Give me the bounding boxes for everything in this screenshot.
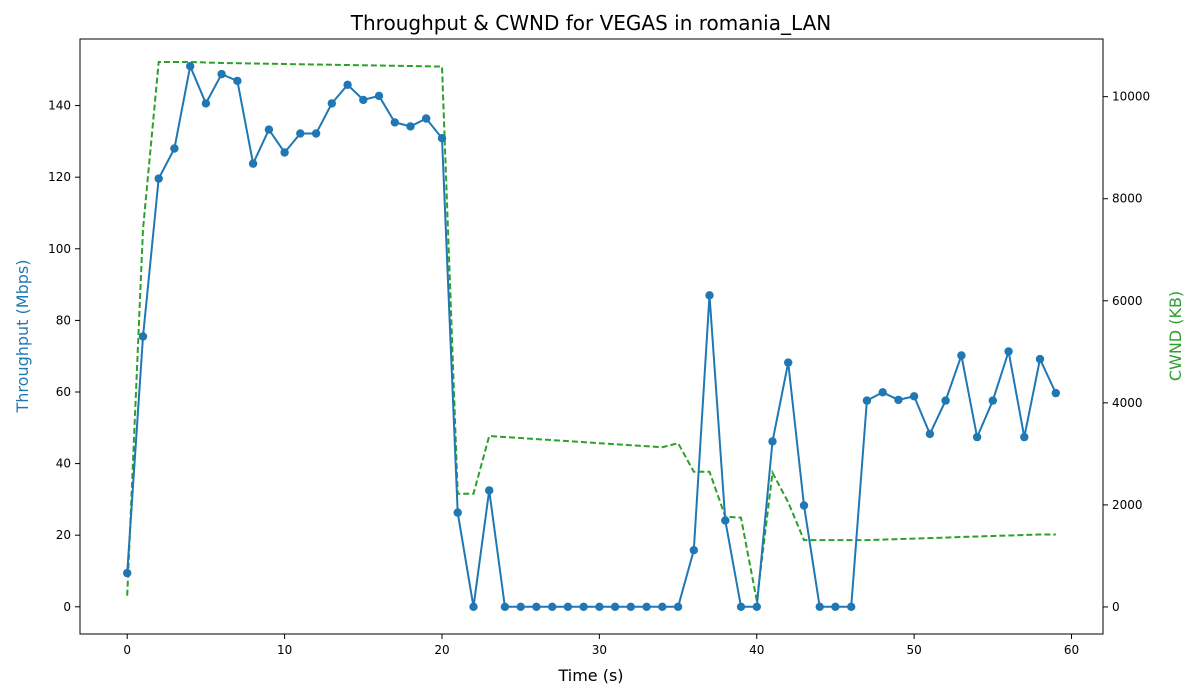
throughput-point [941, 396, 950, 405]
throughput-point [658, 602, 667, 611]
throughput-point [642, 602, 651, 611]
throughput-point [862, 396, 872, 405]
throughput-point [972, 432, 982, 442]
throughput-point [374, 91, 384, 101]
chart-title: Throughput & CWND for VEGAS in romania_L… [350, 11, 831, 35]
throughput-point [532, 602, 541, 611]
throughput-point [548, 602, 557, 611]
x-tick-label: 60 [1064, 643, 1079, 657]
throughput-point [186, 61, 195, 71]
throughput-point [673, 602, 683, 611]
throughput-point [311, 129, 321, 138]
left-tick-label: 0 [63, 600, 71, 614]
left-tick-label: 40 [56, 457, 71, 471]
throughput-point [123, 568, 132, 578]
throughput-point [201, 99, 211, 108]
left-tick-label: 60 [56, 385, 71, 399]
throughput-point [831, 602, 840, 611]
throughput-point [705, 291, 714, 300]
throughput-point [1051, 388, 1061, 398]
cwnd-line [126, 61, 1056, 601]
plot-border [79, 38, 1104, 635]
throughput-point [1035, 354, 1045, 364]
x-tick-label: 50 [906, 643, 921, 657]
x-tick-label: 30 [592, 643, 607, 657]
throughput-point [579, 602, 588, 611]
throughput-point [610, 602, 620, 611]
throughput-point [909, 392, 919, 401]
left-tick-label: 100 [48, 242, 71, 256]
throughput-point [437, 134, 447, 143]
x-axis-label: Time (s) [557, 666, 623, 685]
x-tick-label: 0 [123, 643, 131, 657]
throughput-point [170, 144, 179, 153]
plot-frame [79, 38, 1104, 635]
throughput-point [925, 429, 935, 439]
left-tick-label: 80 [56, 313, 71, 327]
right-tick-label: 4000 [1112, 396, 1143, 410]
right-tick-label: 2000 [1112, 498, 1143, 512]
right-axis-label: CWND (KB) [1166, 291, 1185, 381]
throughput-point [815, 602, 824, 611]
throughput-point [689, 546, 698, 555]
throughput-point [248, 159, 258, 168]
throughput-point [957, 351, 966, 360]
throughput-point [343, 80, 352, 90]
throughput-point [327, 99, 336, 108]
throughput-point [280, 148, 289, 157]
throughput-point [878, 388, 887, 397]
left-tick-label: 120 [48, 170, 71, 184]
throughput-point [453, 508, 462, 517]
throughput-point [154, 174, 163, 183]
series-layer [123, 61, 1061, 611]
x-tick-label: 20 [434, 643, 449, 657]
right-tick-label: 6000 [1112, 294, 1143, 308]
x-tick-label: 10 [277, 643, 292, 657]
throughput-point [390, 118, 399, 127]
x-axis-ticks: 0 10 20 30 40 50 60 [123, 634, 1079, 657]
throughput-point [264, 125, 274, 134]
throughput-point [988, 396, 997, 405]
throughput-point [233, 76, 242, 86]
throughput-point [217, 69, 226, 79]
throughput-point [784, 358, 793, 367]
right-tick-label: 10000 [1112, 90, 1150, 104]
throughput-point [359, 95, 368, 105]
throughput-point [516, 602, 525, 611]
right-tick-label: 8000 [1112, 192, 1143, 206]
left-tick-label: 20 [56, 528, 71, 542]
left-tick-label: 140 [48, 99, 71, 113]
throughput-point [721, 516, 730, 525]
throughput-line [126, 62, 1057, 608]
x-tick-label: 40 [749, 643, 764, 657]
throughput-point [422, 114, 431, 123]
throughput-point [1020, 432, 1029, 442]
throughput-point [752, 602, 761, 611]
throughput-point [469, 602, 478, 611]
throughput-point [296, 129, 305, 138]
left-axis-label: Throughput (Mbps) [13, 260, 32, 414]
throughput-point [847, 602, 856, 611]
throughput-point [485, 486, 494, 495]
right-tick-label: 0 [1112, 600, 1120, 614]
throughput-point [768, 437, 777, 446]
throughput-point [563, 602, 573, 611]
right-axis-ticks: 0 2000 4000 6000 8000 10000 [1103, 90, 1150, 614]
throughput-point [894, 395, 903, 405]
throughput-point [799, 501, 809, 510]
throughput-point [406, 122, 415, 131]
throughput-point [626, 602, 635, 611]
throughput-point [500, 602, 510, 611]
left-axis-ticks: 0 20 40 60 80 100 120 140 [48, 99, 80, 614]
throughput-point [736, 602, 746, 611]
throughput-point [138, 332, 148, 341]
throughput-point [595, 602, 604, 611]
throughput-point [1004, 347, 1013, 356]
